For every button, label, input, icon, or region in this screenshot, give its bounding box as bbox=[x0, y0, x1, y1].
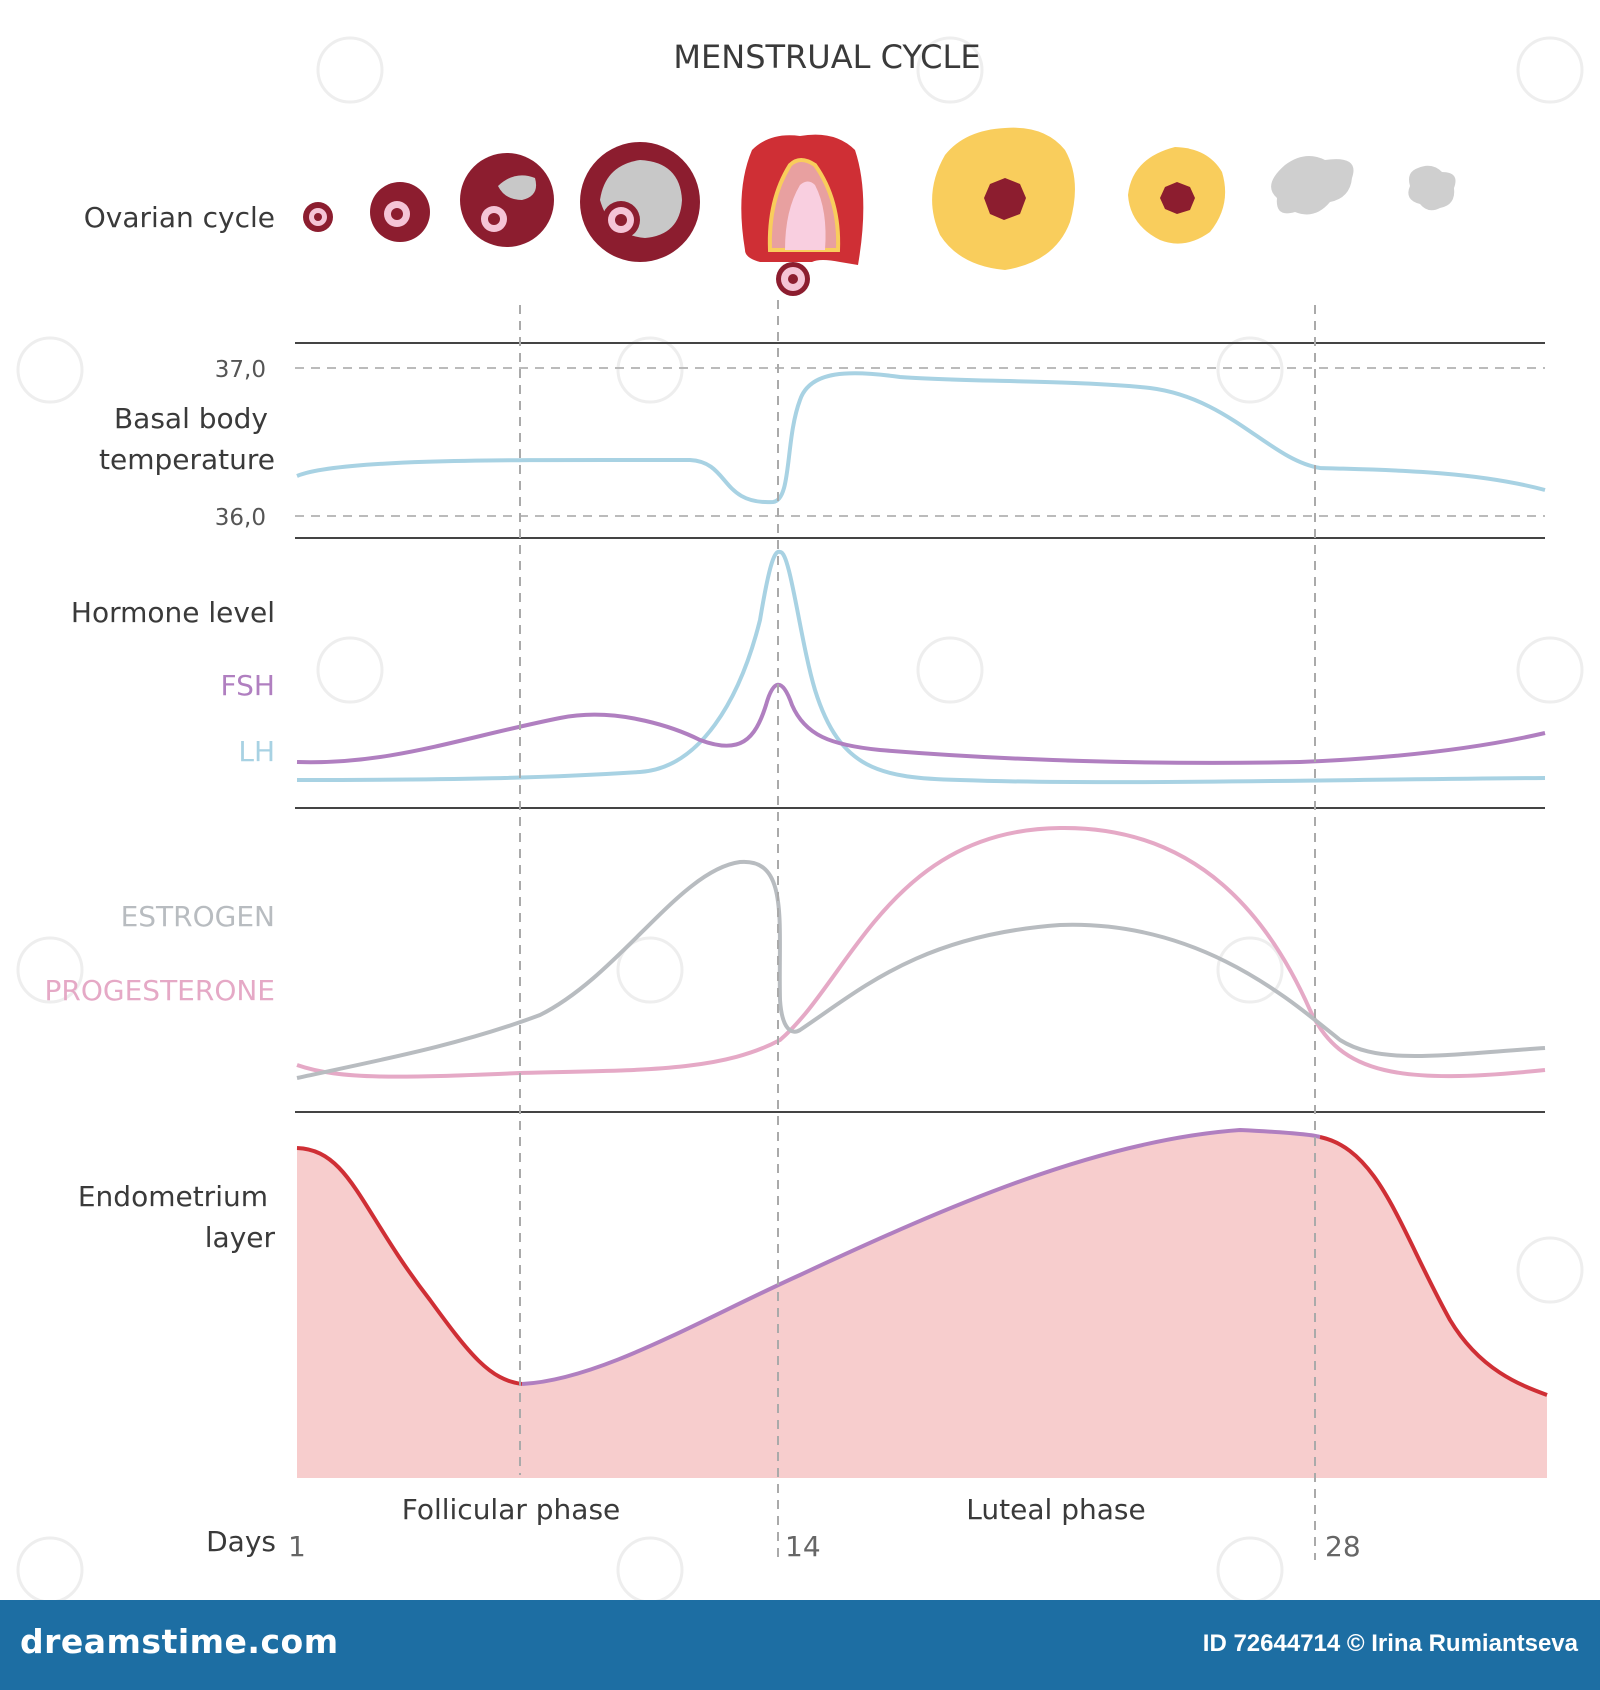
hormone-level-label: Hormone level bbox=[71, 596, 275, 629]
follicle-stage-4 bbox=[580, 142, 700, 262]
day-1-tick: 1 bbox=[288, 1530, 306, 1563]
menstrual-cycle-diagram: MENSTRUAL CYCLE Ovarian cycle bbox=[16, 36, 1584, 1600]
endometrium-label-line2: layer bbox=[205, 1221, 276, 1254]
lh-legend-label: LH bbox=[238, 735, 275, 768]
days-axis-label: Days bbox=[206, 1525, 276, 1558]
image-credit: ID 72644714 © Irina Rumiantseva bbox=[1202, 1630, 1578, 1657]
phase-boundary-lines bbox=[519, 300, 1316, 1560]
fsh-legend-label: FSH bbox=[221, 669, 275, 702]
fsh-curve bbox=[296, 682, 1546, 765]
follicular-phase-label: Follicular phase bbox=[402, 1493, 621, 1526]
ovarian-cycle-label: Ovarian cycle bbox=[84, 201, 275, 234]
endometrium-fill bbox=[297, 1130, 1547, 1478]
endometrium-shedding-curve bbox=[296, 1146, 523, 1386]
ovulation-stage bbox=[741, 134, 864, 296]
section-dividers bbox=[295, 342, 1545, 1113]
endometrium-menses-curve bbox=[1319, 1135, 1548, 1397]
temp-high-tick: 37,0 bbox=[215, 357, 266, 383]
stock-footer-bar: dreamstime.com ID 72644714 © Irina Rumia… bbox=[0, 1600, 1600, 1690]
basal-temperature-label-line1: Basal body bbox=[114, 402, 268, 435]
temperature-reference-lines bbox=[295, 367, 1545, 517]
follicle-stage-1 bbox=[303, 202, 333, 232]
corpus-albicans-large bbox=[1271, 156, 1354, 215]
corpus-luteum-small bbox=[1128, 147, 1226, 244]
follicle-stage-2 bbox=[370, 182, 430, 242]
basal-temperature-curve bbox=[296, 371, 1546, 505]
progesterone-curve bbox=[296, 825, 1546, 1079]
estrogen-curve bbox=[296, 859, 1546, 1080]
diagram-title: MENSTRUAL CYCLE bbox=[673, 38, 980, 76]
ovarian-cycle-stages bbox=[303, 127, 1456, 296]
day-14-tick: 14 bbox=[785, 1530, 821, 1563]
endometrium-growth-curve bbox=[521, 1127, 1321, 1386]
day-28-tick: 28 bbox=[1325, 1530, 1361, 1563]
luteal-phase-label: Luteal phase bbox=[966, 1493, 1145, 1526]
corpus-luteum-large bbox=[932, 127, 1075, 270]
progesterone-legend-label: PROGESTERONE bbox=[45, 974, 275, 1007]
dreamstime-logo[interactable]: dreamstime.com bbox=[20, 1622, 339, 1661]
endometrium-label-line1: Endometrium bbox=[78, 1180, 268, 1213]
basal-temperature-label-line2: temperature bbox=[99, 443, 275, 476]
estrogen-legend-label: ESTROGEN bbox=[121, 900, 275, 933]
temp-low-tick: 36,0 bbox=[215, 505, 266, 531]
lh-curve bbox=[296, 549, 1546, 785]
corpus-albicans-small bbox=[1408, 165, 1456, 211]
follicle-stage-3 bbox=[460, 153, 554, 247]
